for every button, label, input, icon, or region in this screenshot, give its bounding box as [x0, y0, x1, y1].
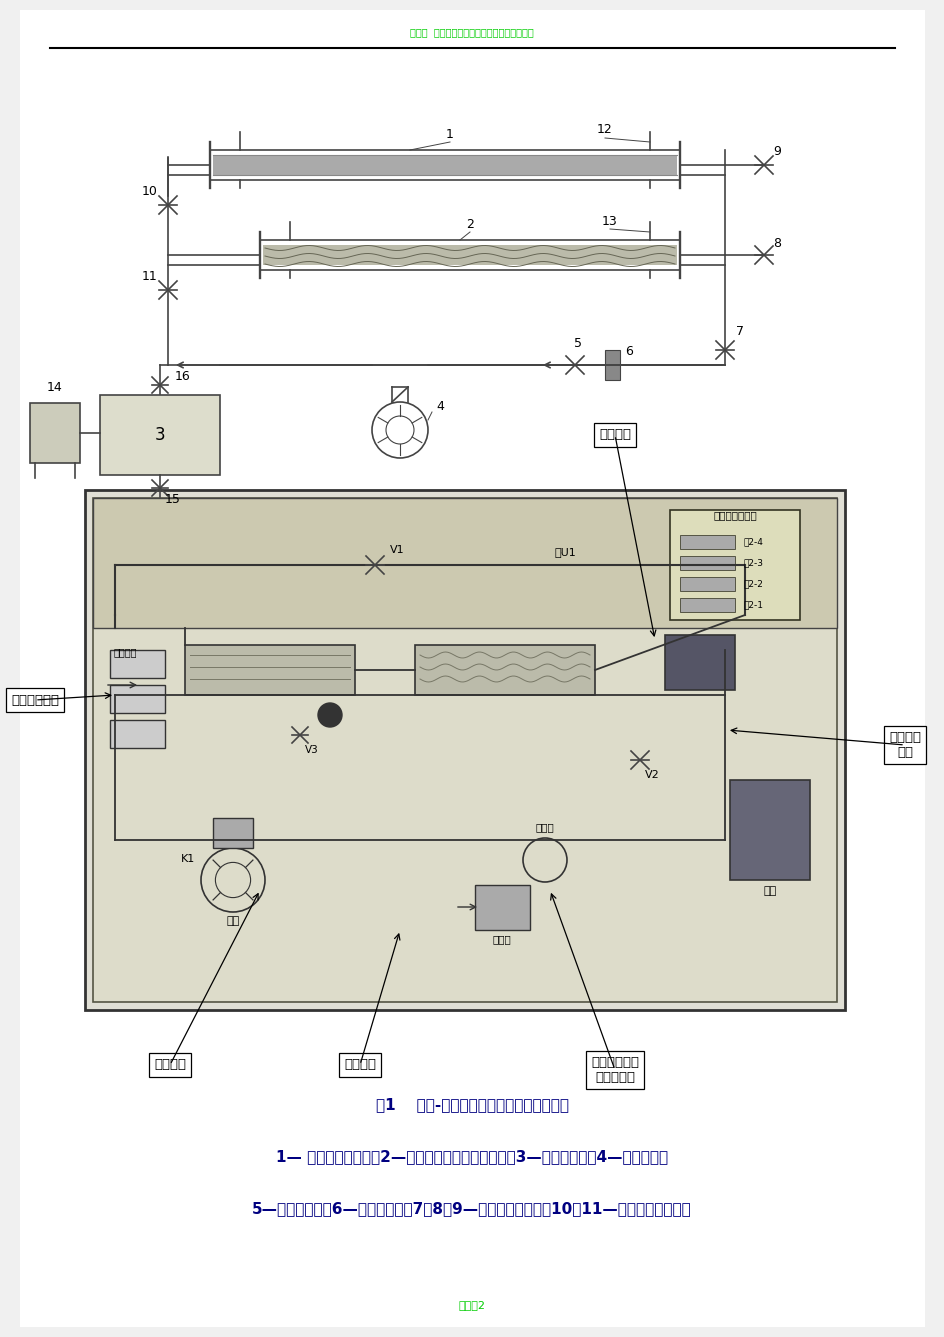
Text: 一年机  环境通过流传给力教务化环境生产通报: 一年机 环境通过流传给力教务化环境生产通报: [410, 27, 533, 37]
Text: 7: 7: [735, 325, 743, 338]
Text: 5—旁路调节阀；6—孔板流量计；7、8、9—空气支路控制阀；10、11—蒸汽支路控制阀；: 5—旁路调节阀；6—孔板流量计；7、8、9—空气支路控制阀；10、11—蒸汽支路…: [252, 1202, 691, 1217]
Text: 疏水器: 疏水器: [492, 935, 511, 944]
Text: 空气入口
温度: 空气入口 温度: [888, 731, 920, 759]
Text: V1: V1: [390, 545, 404, 555]
Text: 加2-3: 加2-3: [742, 559, 762, 567]
Bar: [262, 245, 676, 265]
Text: 热电偶转接开关: 热电偶转接开关: [713, 509, 756, 520]
Text: 14: 14: [47, 381, 63, 394]
Text: 图1    空气-水蒸气传热综合实验装置流程图: 图1 空气-水蒸气传热综合实验装置流程图: [375, 1098, 568, 1112]
Text: 13: 13: [601, 215, 617, 229]
Bar: [669, 509, 800, 620]
Text: 1: 1: [446, 128, 453, 140]
Text: 11: 11: [142, 270, 158, 283]
Text: 10: 10: [142, 185, 158, 198]
Bar: [680, 535, 734, 550]
Text: K1: K1: [180, 854, 194, 864]
Bar: [93, 497, 836, 628]
Text: 3: 3: [155, 427, 165, 444]
Text: 9: 9: [772, 144, 780, 158]
Bar: [110, 650, 165, 678]
Bar: [100, 394, 220, 475]
Text: 蒸汽压力: 蒸汽压力: [154, 1059, 186, 1071]
Text: 冰瓶: 冰瓶: [763, 886, 776, 896]
Text: 12: 12: [597, 123, 613, 136]
Text: 加2-2: 加2-2: [742, 579, 762, 588]
Text: V2: V2: [645, 770, 659, 779]
Text: 蒸汽温度: 蒸汽温度: [598, 428, 631, 441]
Text: 2: 2: [465, 218, 474, 231]
Bar: [604, 350, 619, 380]
Text: 加2-4: 加2-4: [742, 537, 762, 547]
Bar: [475, 885, 530, 931]
Text: V3: V3: [305, 745, 318, 755]
Bar: [110, 685, 165, 713]
Text: 加2-1: 加2-1: [742, 600, 762, 610]
Bar: [414, 644, 595, 695]
Text: 1— 光滑套管换热器；2—螺纹管的强化套管换热器；3—蒸汽发生器；4—旋涡气泵；: 1— 光滑套管换热器；2—螺纹管的强化套管换热器；3—蒸汽发生器；4—旋涡气泵；: [276, 1150, 667, 1165]
Text: 5: 5: [573, 337, 582, 350]
Bar: [110, 721, 165, 747]
Bar: [212, 818, 253, 848]
Text: 6: 6: [624, 345, 632, 358]
Text: 16: 16: [175, 370, 191, 382]
Bar: [185, 644, 355, 695]
Text: 热U1: 热U1: [553, 547, 575, 558]
Text: 流量计: 流量计: [535, 822, 554, 832]
Bar: [680, 556, 734, 570]
Text: 加热蒸汽: 加热蒸汽: [113, 647, 137, 656]
Bar: [665, 635, 734, 690]
Bar: [680, 598, 734, 612]
Bar: [212, 155, 676, 175]
Text: 风机: 风机: [227, 916, 240, 927]
Bar: [729, 779, 809, 880]
Bar: [93, 497, 836, 1001]
Bar: [680, 578, 734, 591]
Text: 15: 15: [165, 493, 180, 505]
Text: 8: 8: [772, 237, 780, 250]
Text: 孔板流量计测
量空气流量: 孔板流量计测 量空气流量: [590, 1056, 638, 1084]
Circle shape: [318, 703, 342, 727]
Text: 空气压力: 空气压力: [344, 1059, 376, 1071]
Text: 页码共2: 页码共2: [458, 1300, 485, 1310]
Bar: [85, 489, 844, 1009]
Text: 4: 4: [435, 400, 444, 413]
Bar: [30, 402, 80, 463]
Text: 空气出口温度: 空气出口温度: [11, 694, 59, 706]
